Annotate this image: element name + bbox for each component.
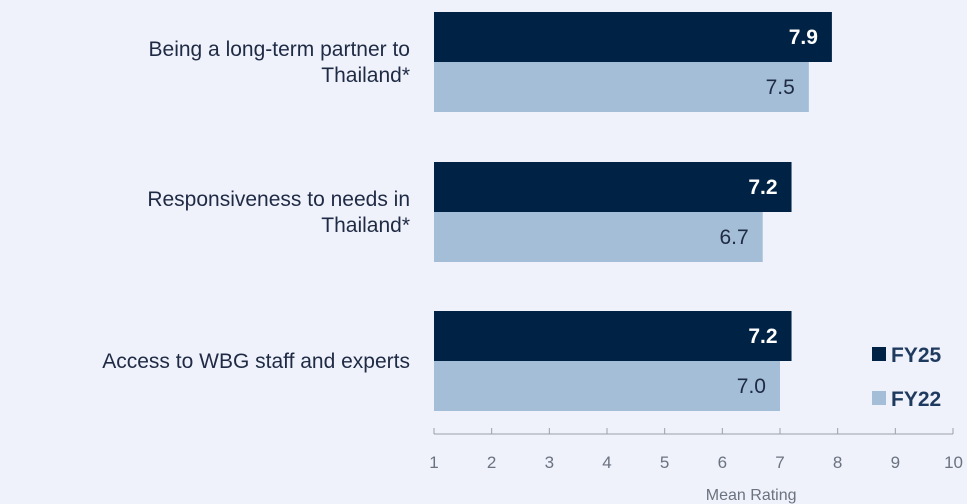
data-label-fy22-1: 7.5 xyxy=(766,76,795,99)
category-label: Being a long-term partner to xyxy=(149,38,410,61)
category-label: Responsiveness to needs in xyxy=(147,188,410,211)
bar-fy25-2 xyxy=(434,162,792,212)
x-axis-title: Mean Rating xyxy=(706,487,797,504)
data-label-fy25-3: 7.2 xyxy=(748,325,777,348)
x-tick-label: 10 xyxy=(944,453,963,472)
legend-label-fy25: FY25 xyxy=(891,344,942,367)
legend: FY25 FY22 xyxy=(872,344,942,411)
x-axis: 1 2 3 4 5 6 7 8 9 10 xyxy=(429,428,963,472)
x-tick-label: 4 xyxy=(602,453,611,472)
data-label-fy22-3: 7.0 xyxy=(737,375,766,398)
x-tick-label: 5 xyxy=(660,453,669,472)
bars-group: 7.9 7.5 7.2 6.7 7.2 7.0 xyxy=(434,12,832,411)
bar-fy25-1 xyxy=(434,12,832,62)
data-label-fy25-1: 7.9 xyxy=(789,26,818,49)
bar-fy22-3 xyxy=(434,361,780,411)
x-tick-label: 7 xyxy=(775,453,784,472)
x-tick-label: 3 xyxy=(545,453,554,472)
category-label: Access to WBG staff and experts xyxy=(102,350,410,373)
category-label: Thailand* xyxy=(321,214,410,237)
x-tick-label: 8 xyxy=(833,453,842,472)
category-labels: Being a long-term partner to Thailand* Res… xyxy=(102,38,410,373)
x-tick-label: 9 xyxy=(891,453,900,472)
x-tick-label: 2 xyxy=(487,453,496,472)
legend-label-fy22: FY22 xyxy=(891,388,941,411)
x-tick-label: 6 xyxy=(718,453,727,472)
x-tick-label: 1 xyxy=(429,453,438,472)
bar-fy22-2 xyxy=(434,212,763,262)
legend-swatch-fy25 xyxy=(872,347,886,361)
bar-fy22-1 xyxy=(434,62,809,112)
bar-fy25-3 xyxy=(434,311,792,361)
legend-swatch-fy22 xyxy=(872,391,886,405)
category-label: Thailand* xyxy=(321,64,410,87)
data-label-fy25-2: 7.2 xyxy=(748,176,777,199)
data-label-fy22-2: 6.7 xyxy=(719,226,748,249)
